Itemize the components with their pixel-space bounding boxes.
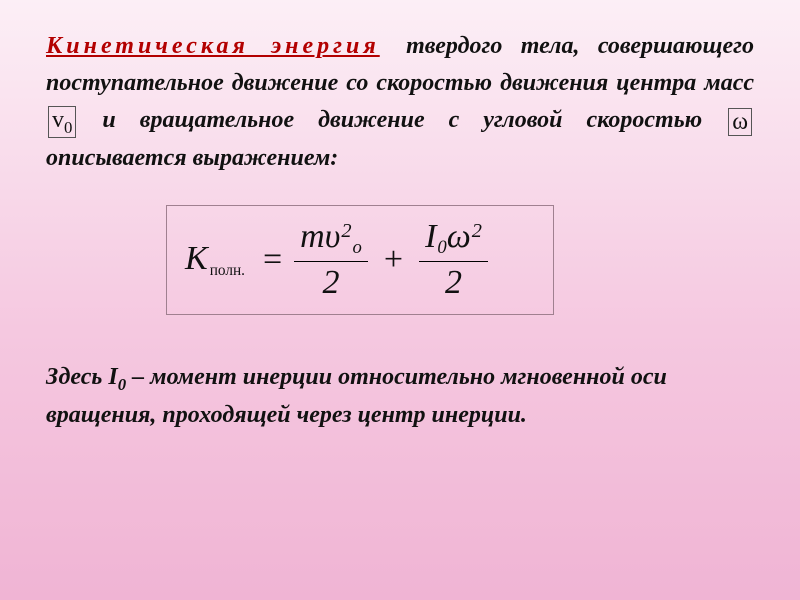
footnote: Здесь I0 – момент инерции относительно м… [46,359,754,433]
K-letter: K [185,240,208,277]
formula-box: Kполн. = mυ2o 2 + I0ω2 2 [166,205,554,316]
note-prefix: Здесь [46,364,108,390]
symbol-v0: v0 [48,106,76,139]
formula: Kполн. = mυ2o 2 + I0ω2 2 [185,220,535,301]
omega: ω [447,218,471,255]
numerator-1: mυ2o [294,220,368,263]
formula-K: Kполн. [185,242,251,278]
note-rest: – момент инерции относительно мгновенной… [46,364,667,428]
plus-sign: + [384,243,403,277]
fraction-1: mυ2o 2 [294,220,368,301]
fraction-2: I0ω2 2 [419,220,488,301]
omega-sup: 2 [472,220,482,242]
v-sub: 0 [64,117,72,136]
numerator-2: I0ω2 [419,220,488,263]
note-0: 0 [118,375,126,394]
symbol-omega: ω [728,108,752,136]
slide: Кинетическая энергия твердого тела, сове… [0,0,800,453]
m: m [300,218,325,255]
body-text-4: и вращательное движение с угловой скорос… [102,107,702,133]
title-term: Кинетическая энергия [46,33,380,59]
denominator-1: 2 [317,262,346,300]
denominator-2: 2 [439,262,468,300]
equals-sign: = [263,243,282,277]
I-sub: 0 [437,237,446,258]
note-I: I [108,364,117,390]
v-subf: o [353,237,362,258]
v-sup: 2 [341,220,351,242]
body-text-5: описывается выражением: [46,145,338,171]
note-I0: I0 [108,364,126,390]
body-text-3: движения центра масс [500,70,754,96]
I: I [425,218,436,255]
v: υ [325,218,341,255]
body-text-2: движение со скоростью [232,70,492,96]
v-letter: v [52,107,64,133]
K-subscript: полн. [210,262,245,279]
main-paragraph: Кинетическая энергия твердого тела, сове… [46,28,754,177]
